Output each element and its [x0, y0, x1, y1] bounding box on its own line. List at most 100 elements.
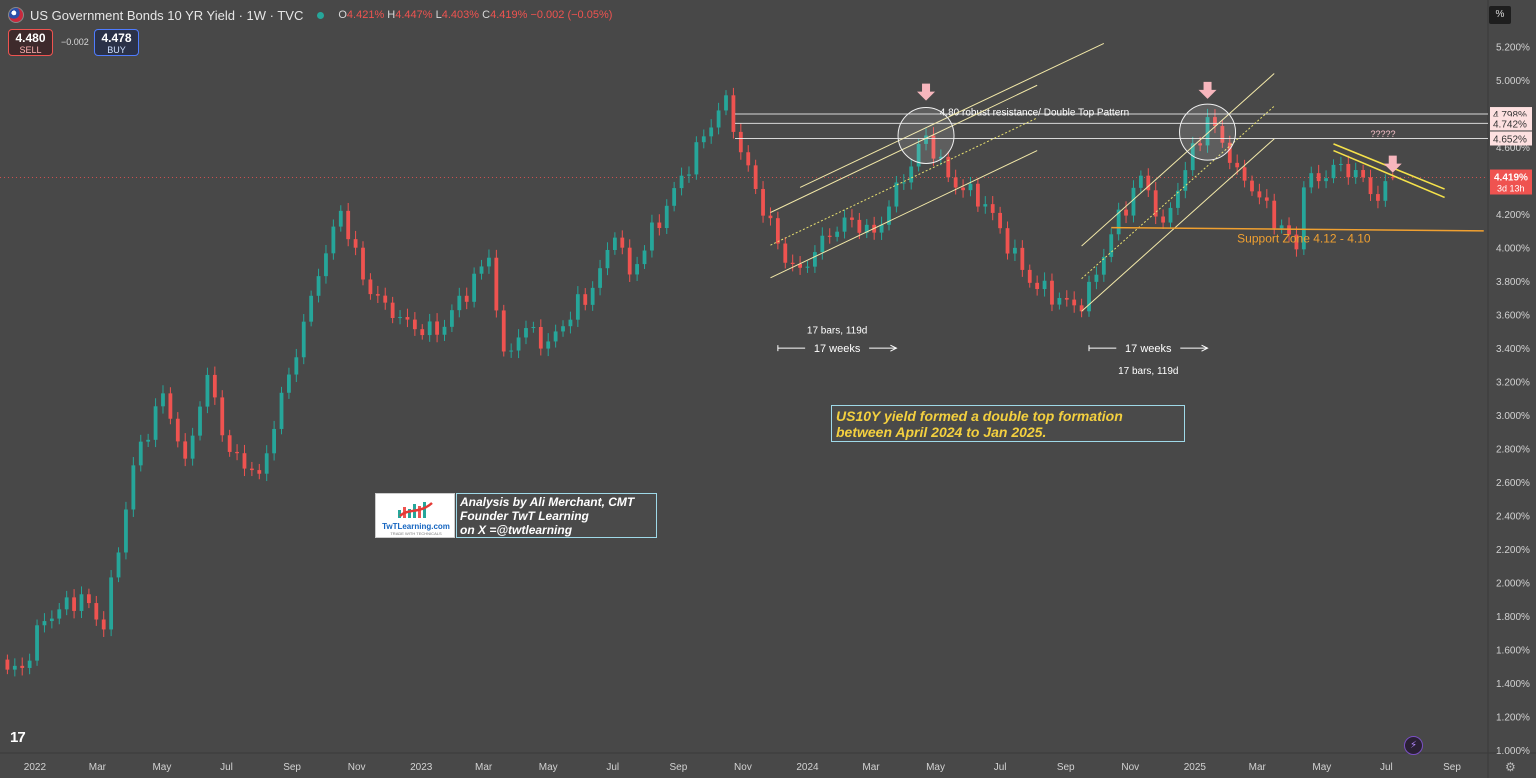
callout-line-2: between April 2024 to Jan 2025.: [836, 424, 1047, 440]
measure-arrowhead: [890, 344, 898, 352]
sell-button[interactable]: 4.480 SELL: [8, 29, 53, 56]
percent-scale-button[interactable]: %: [1489, 6, 1511, 24]
double-top-circle: [1179, 103, 1237, 161]
candle-body: [642, 250, 647, 265]
y-tick-label: 3.800%: [1496, 277, 1530, 288]
tradingview-logo[interactable]: 17: [10, 729, 26, 746]
x-tick-label: Nov: [734, 762, 752, 773]
candle-body: [94, 603, 99, 620]
spread-value: −0.002: [61, 37, 89, 47]
candle-body: [435, 321, 439, 335]
candle-body: [220, 397, 225, 436]
candle-body: [783, 243, 788, 263]
candle-body: [850, 217, 854, 220]
buy-label: BUY: [107, 45, 126, 55]
candle-body: [531, 326, 536, 329]
level-price-label: 4.652%: [1493, 135, 1527, 146]
candle-body: [1257, 191, 1262, 198]
candle-body: [538, 326, 543, 349]
candle-body: [12, 665, 17, 670]
candle-body: [509, 350, 514, 352]
candle-body: [761, 188, 765, 216]
candle-body: [1116, 209, 1121, 235]
candle-body: [479, 266, 484, 274]
candle-body: [272, 428, 277, 454]
candle-body: [131, 465, 136, 510]
candle-body: [1198, 143, 1203, 146]
x-tick-label: May: [1312, 762, 1331, 773]
candle-body: [1013, 247, 1017, 254]
candle-body: [1176, 190, 1180, 208]
candle-body: [375, 294, 380, 296]
candle-body: [687, 174, 691, 176]
candle-body: [153, 406, 158, 440]
candle-body: [1190, 143, 1195, 171]
candle-body: [1361, 170, 1366, 178]
question-label: ?????: [1371, 129, 1396, 139]
candle-body: [1242, 167, 1247, 181]
sell-label: SELL: [19, 45, 42, 55]
candle-body: [501, 310, 506, 352]
channel-lower-line: [770, 150, 1038, 279]
buy-button[interactable]: 4.478 BUY: [94, 29, 139, 56]
candle-body: [975, 183, 980, 207]
candle-body: [657, 222, 662, 229]
candle-body: [1250, 180, 1254, 192]
candle-body: [309, 295, 314, 322]
candle-body: [1161, 216, 1165, 223]
support-zone-label: Support Zone 4.12 - 4.10: [1237, 232, 1371, 246]
candle-body: [57, 609, 62, 619]
candle-body: [1020, 247, 1025, 270]
candle-body: [805, 266, 810, 268]
candle-body: [968, 183, 973, 191]
candle-body: [294, 357, 299, 375]
candle-body: [1205, 117, 1210, 146]
x-tick-label: Sep: [1443, 762, 1461, 773]
y-tick-label: 3.400%: [1496, 344, 1530, 355]
candle-body: [1390, 177, 1395, 179]
candle-body: [353, 239, 358, 248]
resistance-label: 4.80 robust resistance/ Double Top Patte…: [940, 107, 1129, 118]
flash-icon[interactable]: ⚡: [1404, 736, 1423, 755]
candle-body: [672, 188, 677, 206]
candle-body: [864, 224, 869, 233]
candle-body: [1072, 299, 1077, 306]
candle-body: [1383, 181, 1388, 201]
candle-body: [575, 294, 580, 320]
candle-body: [1264, 197, 1269, 201]
measure-bars-label: 17 bars, 119d: [1118, 366, 1178, 377]
candle-body: [5, 659, 10, 670]
x-tick-label: Sep: [669, 762, 687, 773]
candle-body: [627, 247, 632, 275]
logo-subtext: TRADE WITH TECHNICALS: [390, 531, 442, 536]
candle-body: [249, 468, 254, 471]
candle-body: [1294, 234, 1299, 250]
candle-body: [516, 337, 521, 351]
buy-price: 4.478: [101, 31, 132, 45]
y-tick-label: 2.400%: [1496, 512, 1530, 523]
candle-body: [568, 319, 573, 327]
down-arrow-icon: [1198, 81, 1217, 99]
down-arrow-icon: [917, 83, 936, 101]
candle-body: [938, 156, 943, 159]
symbol-title[interactable]: US Government Bonds 10 YR Yield · 1W · T…: [30, 7, 304, 23]
author-line-3: on X =@twtlearning: [460, 523, 573, 537]
candle-body: [612, 237, 617, 251]
candle-body: [324, 253, 328, 277]
candle-body: [361, 247, 365, 280]
author-line-2: Founder TwT Learning: [460, 509, 589, 523]
candle-body: [650, 222, 654, 251]
candle-body: [464, 295, 469, 302]
settings-gear-icon[interactable]: ⚙: [1505, 760, 1516, 774]
support-zone-line: [1111, 226, 1484, 232]
x-tick-label: Mar: [89, 762, 107, 773]
candle-body: [1087, 281, 1091, 312]
candle-body: [1235, 162, 1240, 168]
x-tick-label: 2025: [1184, 762, 1207, 773]
candle-body: [442, 326, 447, 335]
candle-body: [924, 135, 928, 144]
x-tick-label: Mar: [475, 762, 493, 773]
candle-body: [124, 509, 128, 553]
candle-body: [605, 250, 610, 269]
